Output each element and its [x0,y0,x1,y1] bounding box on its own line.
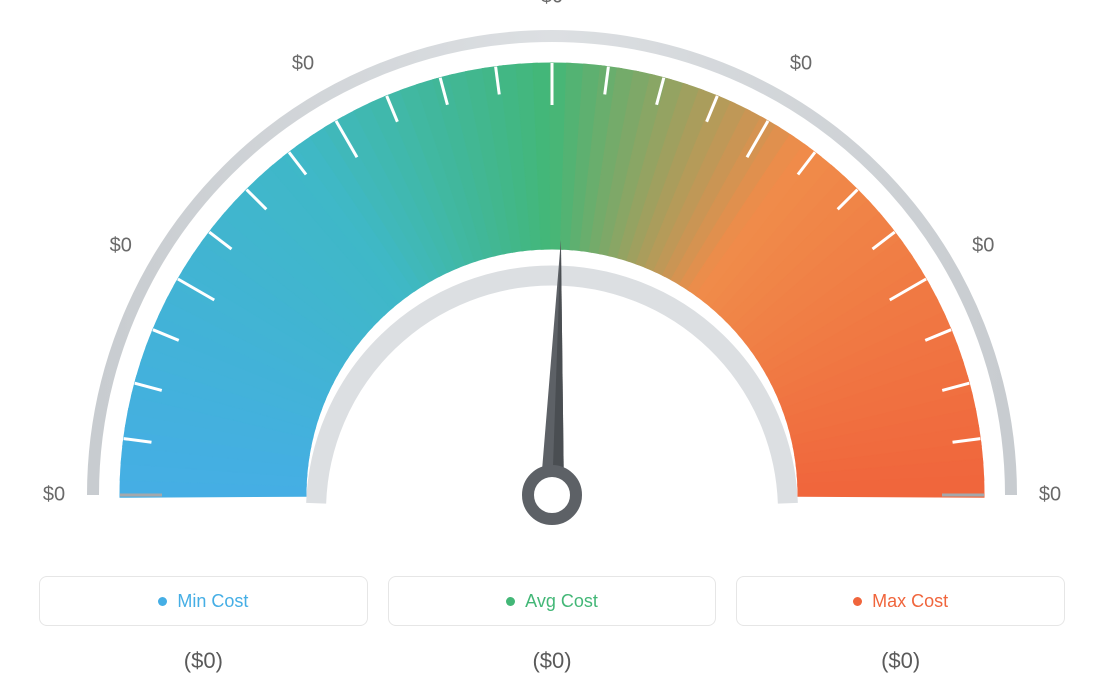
legend-card: Max Cost [736,576,1065,626]
gauge-tick-label: $0 [790,52,812,75]
legend-row: Min Cost Avg Cost Max Cost [39,576,1065,626]
legend-card: Avg Cost [388,576,717,626]
legend-dot-icon [853,597,862,606]
legend-card: Min Cost [39,576,368,626]
gauge-chart: $0$0$0$0$0$0$0 Min CostAvg CostMax Cost … [0,0,1104,690]
legend-dot-icon [506,597,515,606]
gauge-tick-label: $0 [110,235,132,258]
gauge-tick-label: $0 [972,235,994,258]
legend-label: Avg Cost [525,591,598,612]
gauge-tick-label: $0 [1039,484,1061,507]
legend-dot-icon [158,597,167,606]
legend-value: ($0) [736,648,1065,674]
gauge-tick-label: $0 [43,484,65,507]
gauge-tick-label: $0 [541,0,563,9]
legend-value: ($0) [39,648,368,674]
legend-value: ($0) [388,648,717,674]
legend-label: Min Cost [177,591,248,612]
gauge-tick-label: $0 [292,52,314,75]
legend-value-row: ($0) ($0) ($0) [39,648,1065,674]
legend-label: Max Cost [872,591,948,612]
